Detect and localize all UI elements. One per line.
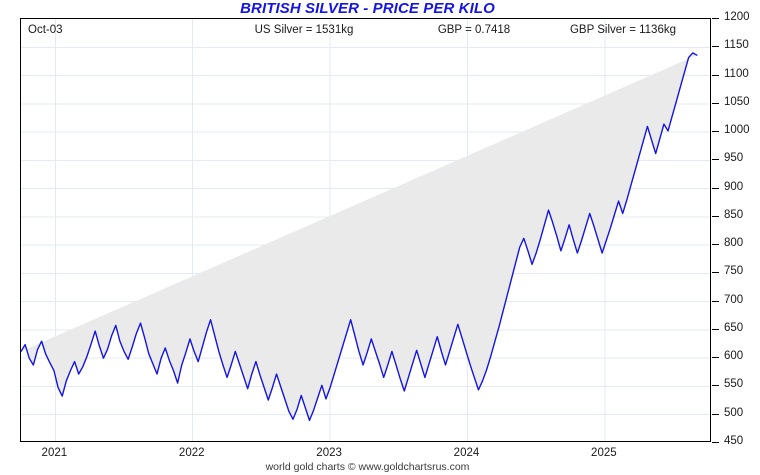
y-axis-tick-label: 1000	[724, 124, 750, 137]
x-axis-tick-label: 2022	[178, 447, 205, 459]
y-axis-tick-label: 500	[724, 406, 744, 419]
header-gbp-rate: GBP = 0.7418	[437, 23, 511, 36]
y-axis-tick-mark	[712, 413, 719, 415]
y-axis-tick-label: 700	[724, 293, 744, 306]
y-axis: 450 500 550 600 650 700 750 800 850 900 950 1000 105…	[712, 0, 760, 475]
y-axis-tick-label: 650	[724, 321, 744, 334]
y-axis-tick-label: 900	[724, 180, 744, 193]
y-axis-tick-mark	[712, 300, 719, 302]
y-axis-tick-mark	[712, 18, 719, 19]
y-axis-tick-mark	[712, 187, 719, 189]
y-axis-tick-label: 600	[724, 350, 744, 363]
x-axis-tick-label: 2023	[316, 447, 342, 459]
y-axis-tick-mark	[712, 131, 719, 133]
price-area-chart	[21, 19, 710, 441]
x-axis-tick-label: 2024	[453, 447, 480, 459]
y-axis-tick-mark	[712, 357, 719, 359]
x-axis-tick-label: 2025	[591, 447, 617, 459]
header-us-silver: US Silver = 1531kg	[254, 23, 354, 36]
y-axis-tick-mark	[712, 46, 719, 48]
y-axis-tick-mark	[712, 74, 719, 76]
y-axis-tick-mark	[712, 215, 719, 217]
plot-area	[20, 18, 711, 442]
y-axis-tick-mark	[712, 442, 719, 443]
y-axis-tick-label: 800	[724, 237, 744, 250]
y-axis-tick-label: 1200	[724, 11, 750, 23]
y-axis-tick-mark	[712, 102, 719, 104]
footer-credit: world gold charts © www.goldchartsrus.co…	[265, 461, 470, 473]
y-axis-tick-label: 750	[724, 265, 744, 278]
y-axis-tick-label: 1100	[724, 67, 749, 80]
y-axis-tick-label: 550	[724, 378, 744, 391]
page-title: BRITISH SILVER - PRICE PER KILO	[240, 0, 495, 17]
y-axis-tick-label: 950	[724, 152, 744, 165]
y-axis-tick-mark	[712, 244, 719, 246]
header-info-row: Oct-03 US Silver = 1531kg GBP = 0.7418 G…	[20, 18, 711, 40]
y-axis-tick-mark	[712, 159, 719, 161]
x-axis: 2021 2022 2023 2024 2025	[0, 447, 760, 465]
y-axis-tick-mark	[712, 328, 719, 330]
y-axis-tick-label: 850	[724, 208, 744, 221]
y-axis-tick-label: 450	[724, 435, 744, 447]
y-axis-tick-mark	[712, 272, 719, 274]
y-axis-tick-label: 1050	[724, 95, 750, 108]
y-axis-tick-label: 1150	[724, 39, 749, 52]
header-date: Oct-03	[28, 23, 63, 36]
y-axis-tick-mark	[712, 385, 719, 387]
header-gbp-silver: GBP Silver = 1136kg	[569, 23, 676, 36]
x-axis-tick-label: 2021	[41, 447, 68, 459]
